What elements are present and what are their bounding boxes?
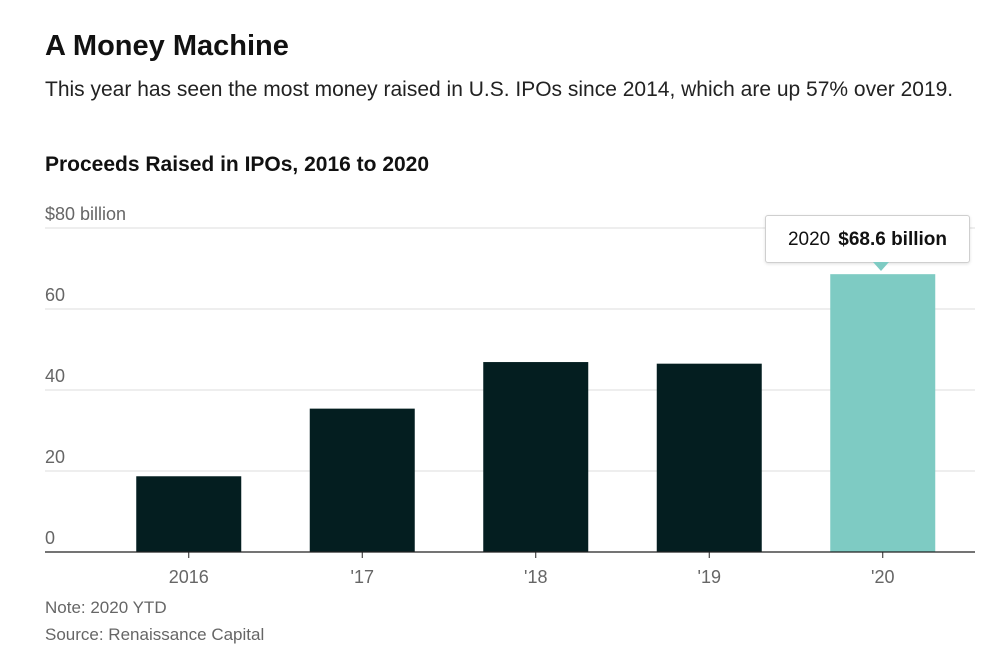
tooltip-year: 2020 xyxy=(787,229,831,250)
y-tick-label: $80 billion xyxy=(45,204,126,224)
chart-heading: Proceeds Raised in IPOs, 2016 to 2020 xyxy=(45,153,430,176)
value-tooltip: 2020 $68.6 billion xyxy=(765,215,970,263)
x-tick-label: 2016 xyxy=(169,567,209,587)
bar[interactable] xyxy=(136,476,242,552)
chart-subtitle: This year has seen the most money raised… xyxy=(45,78,954,101)
chart-source: Source: Renaissance Capital xyxy=(45,625,265,644)
chart-title-main: A Money Machine xyxy=(45,30,289,62)
x-tick-label: '17 xyxy=(351,567,374,587)
y-tick-label: 40 xyxy=(45,366,65,386)
x-tick-label: '19 xyxy=(698,567,721,587)
x-tick-label: '20 xyxy=(871,567,894,587)
y-tick-label: 60 xyxy=(45,285,65,305)
x-tick-label: '18 xyxy=(524,567,547,587)
y-tick-label: 0 xyxy=(45,528,55,548)
tooltip-pointer xyxy=(873,262,889,271)
chart-note: Note: 2020 YTD xyxy=(45,598,167,617)
bar-chart: 0 20 40 60 $80 billion 2016 '17 '18 '19 '20 xyxy=(45,204,975,587)
bar[interactable] xyxy=(656,363,762,552)
bar[interactable] xyxy=(483,362,589,552)
bar[interactable] xyxy=(830,274,936,552)
bar[interactable] xyxy=(309,408,415,552)
tooltip-value: $68.6 billion xyxy=(838,229,948,250)
y-tick-label: 20 xyxy=(45,447,65,467)
